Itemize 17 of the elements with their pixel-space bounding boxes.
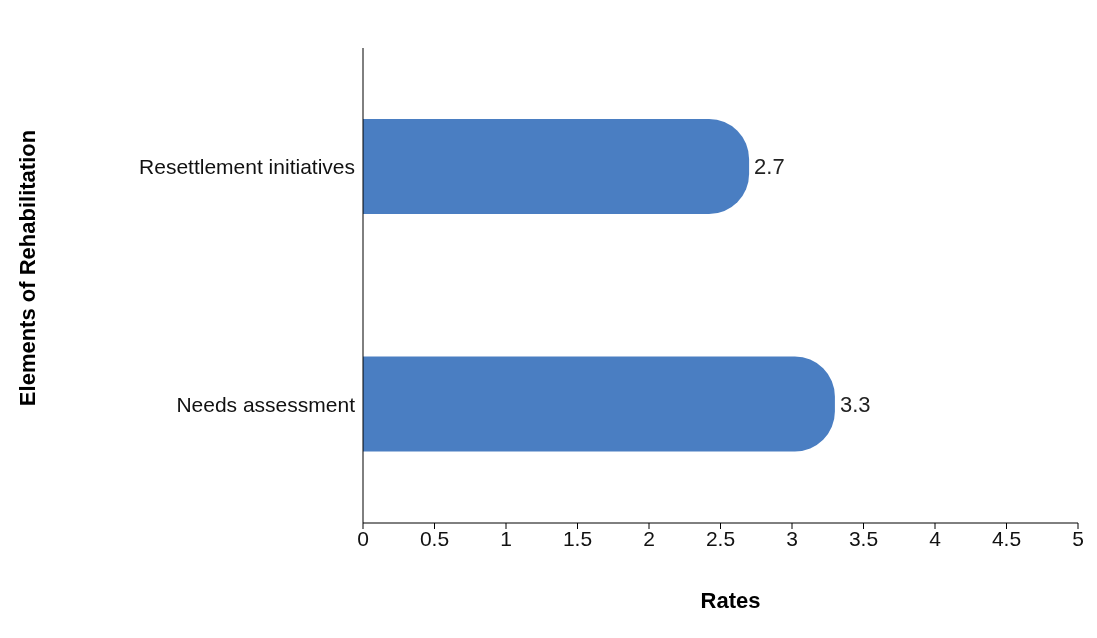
x-tick-label: 3 — [786, 526, 798, 550]
x-tick-label: 4.5 — [991, 526, 1022, 550]
x-tick-label: 5 — [1072, 526, 1084, 550]
y-tick-label: Needs assessment — [176, 392, 356, 416]
x-tick-label: 3.5 — [848, 526, 879, 550]
x-tick-label: 0.5 — [419, 526, 450, 550]
x-tick-label: 2.5 — [705, 526, 736, 550]
x-tick-label: 1 — [500, 526, 512, 550]
data-label: 3.3 — [839, 391, 871, 417]
y-axis-title: Elements of Rehabilitation — [15, 129, 41, 407]
x-tick-label: 1.5 — [562, 526, 593, 550]
y-tick-label: Resettlement initiatives — [139, 155, 355, 179]
x-tick-label: 4 — [929, 526, 942, 550]
x-tick-label: 0 — [357, 526, 369, 550]
x-axis-title: Rates — [699, 588, 762, 614]
x-tick-label: 2 — [643, 526, 655, 550]
data-label: 2.7 — [754, 154, 785, 180]
